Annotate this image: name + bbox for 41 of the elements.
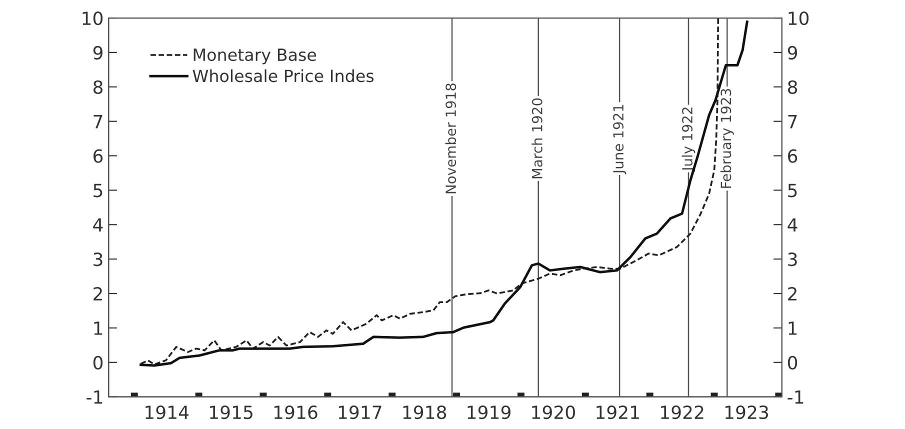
y2-tick-label: 5 [788,184,797,198]
y2-tick-label: -1 [788,390,804,404]
ref-line-label: March 1920 [532,98,542,178]
x-tick-label: 1917 [338,405,382,420]
y2-tick-label: 3 [788,252,797,266]
y-tick-label: 9 [93,46,102,60]
ref-line-label: February 1923 [720,89,734,188]
y2-tick-label: 7 [788,115,797,128]
y2-tick-label: 2 [788,286,796,300]
y-tick-label: 6 [94,149,103,163]
ref-line-label: June 1921 [613,104,626,174]
y-tick-label: 1 [94,322,102,335]
legend-label: Monetary Base [194,48,316,64]
x-tick-label: 1922 [661,405,704,420]
x-tick-label: 1921 [596,405,639,420]
x-tick-label: 1914 [146,405,189,420]
ref-line-label: November 1918 [445,83,456,194]
y2-tick-label: 0 [788,356,798,370]
y2-tick-label: 6 [788,149,798,163]
y-tick-label: 7 [94,115,102,128]
x-tick-label: 1915 [210,405,252,420]
y2-tick-label: 1 [788,322,797,335]
y2-tick-label: 4 [788,218,798,232]
ref-line-label: July 1922 [682,108,696,172]
x-tick-label: 1919 [468,405,510,420]
x-tick-label: 1920 [532,405,575,420]
y-tick-label: 5 [94,184,102,198]
y-tick-label: 4 [93,218,103,232]
y-tick-label: 3 [94,252,102,266]
y-tick-label: -1 [86,390,102,404]
y-tick-label: 0 [93,356,103,370]
y2-tick-label: 9 [788,46,797,60]
y-tick-label: 2 [94,286,102,300]
y-tick-label: 8 [93,80,103,94]
y-tick-label: 10 [82,11,103,26]
y2-tick-label: 10 [788,11,809,26]
y2-tick-label: 8 [788,80,798,94]
x-tick-label: 1916 [274,405,318,420]
x-tick-label: 1918 [403,405,446,420]
x-tick-label: 1923 [725,405,768,420]
legend-label: Wholesale Price Indes [192,69,374,82]
